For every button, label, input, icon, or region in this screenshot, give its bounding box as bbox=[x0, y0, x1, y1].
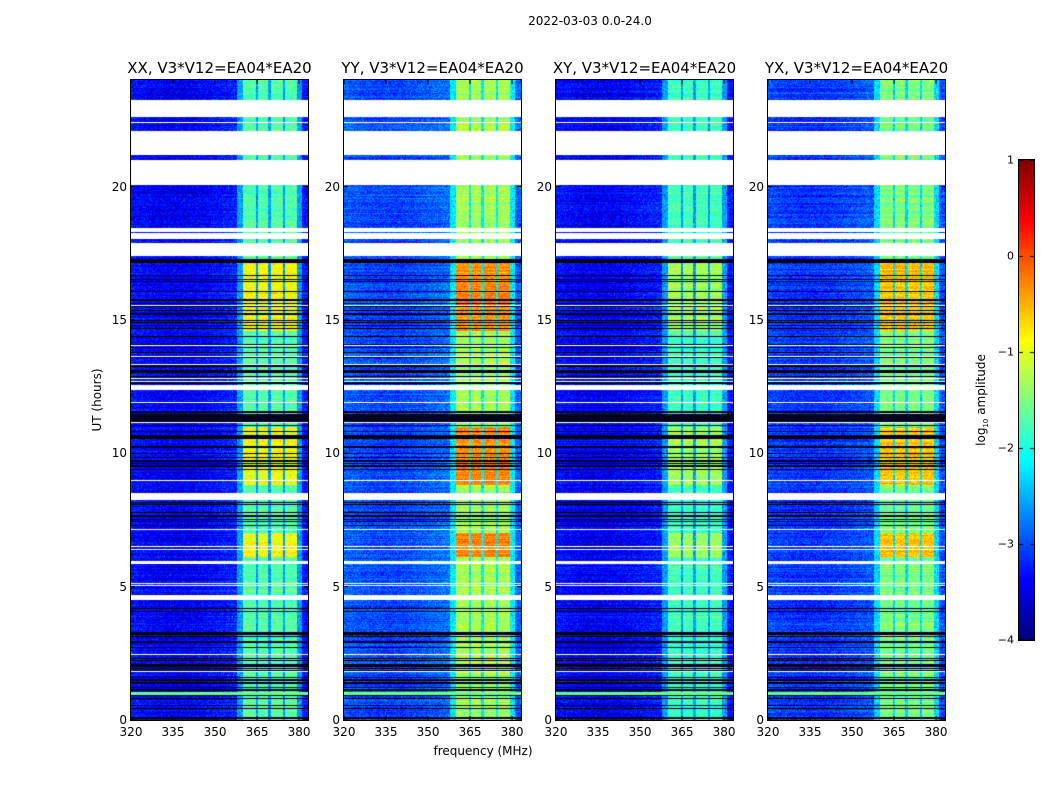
y-tick-label: 5 bbox=[119, 579, 127, 594]
x-tick-label: 380 bbox=[924, 725, 948, 739]
y-tick-label: 20 bbox=[324, 179, 340, 194]
y-tick-label: 10 bbox=[111, 446, 127, 461]
y-tick-label: 10 bbox=[536, 446, 552, 461]
y-tick-label: 10 bbox=[324, 446, 340, 461]
x-tick-label: 380 bbox=[287, 725, 311, 739]
colorbar-tick-label: −1 bbox=[997, 345, 1014, 359]
colorbar-label: log10 amplitude bbox=[973, 354, 991, 446]
x-tick-label: 350 bbox=[628, 725, 652, 739]
heatmap-image bbox=[131, 80, 308, 720]
y-tick-label: 20 bbox=[536, 179, 552, 194]
colorbar-tick-label: 0 bbox=[1007, 249, 1014, 263]
y-tick-label: 5 bbox=[756, 579, 764, 594]
x-tick-label: 380 bbox=[500, 725, 524, 739]
colorbar-gradient bbox=[1019, 160, 1034, 640]
figure-title: 2022-03-03 0.0-24.0 bbox=[528, 14, 652, 28]
x-tick-label: 365 bbox=[670, 725, 694, 739]
waterfall-panel bbox=[343, 79, 522, 721]
y-tick-label: 20 bbox=[748, 179, 764, 194]
y-tick-label: 0 bbox=[544, 713, 552, 727]
y-tick-label: 0 bbox=[119, 713, 127, 727]
x-tick-label: 320 bbox=[756, 725, 780, 739]
x-tick-label: 335 bbox=[798, 725, 822, 739]
x-tick-label: 335 bbox=[161, 725, 185, 739]
panel-title: YX, V3*V12=EA04*EA20 bbox=[764, 59, 949, 77]
colorbar-tick-label: −4 bbox=[997, 633, 1014, 647]
waterfall-panel bbox=[767, 79, 946, 721]
x-tick-label: 350 bbox=[203, 725, 227, 739]
panel-title: XX, V3*V12=EA04*EA20 bbox=[127, 59, 312, 77]
y-axis-label: UT (hours) bbox=[90, 368, 104, 432]
x-axis-label: frequency (MHz) bbox=[433, 744, 533, 758]
y-tick-label: 10 bbox=[748, 446, 764, 461]
colorbar bbox=[1018, 159, 1035, 641]
y-tick-label: 5 bbox=[332, 579, 340, 594]
x-tick-label: 350 bbox=[416, 725, 440, 739]
x-tick-label: 365 bbox=[882, 725, 906, 739]
x-tick-label: 365 bbox=[458, 725, 482, 739]
heatmap-image bbox=[344, 80, 521, 720]
x-tick-label: 320 bbox=[544, 725, 568, 739]
x-tick-label: 350 bbox=[840, 725, 864, 739]
colorbar-tick-label: 1 bbox=[1007, 153, 1014, 167]
colorbar-tick-label: −3 bbox=[997, 537, 1014, 551]
panel-title: YY, V3*V12=EA04*EA20 bbox=[341, 59, 524, 77]
x-tick-label: 320 bbox=[332, 725, 356, 739]
heatmap-image bbox=[768, 80, 945, 720]
x-tick-label: 335 bbox=[374, 725, 398, 739]
y-tick-label: 15 bbox=[748, 313, 764, 327]
x-tick-label: 320 bbox=[119, 725, 143, 739]
y-tick-label: 0 bbox=[756, 713, 764, 727]
panel-title: XY, V3*V12=EA04*EA20 bbox=[552, 59, 737, 77]
x-tick-label: 335 bbox=[586, 725, 610, 739]
y-tick-label: 15 bbox=[324, 313, 340, 327]
y-tick-label: 20 bbox=[111, 179, 127, 194]
y-tick-label: 15 bbox=[536, 313, 552, 327]
x-tick-label: 365 bbox=[245, 725, 269, 739]
x-tick-label: 380 bbox=[712, 725, 736, 739]
waterfall-panel bbox=[555, 79, 734, 721]
heatmap-image bbox=[556, 80, 733, 720]
waterfall-panel bbox=[130, 79, 309, 721]
colorbar-tick-label: −2 bbox=[997, 441, 1014, 455]
y-tick-label: 15 bbox=[111, 313, 127, 327]
y-tick-label: 5 bbox=[544, 579, 552, 594]
y-tick-label: 0 bbox=[332, 713, 340, 727]
